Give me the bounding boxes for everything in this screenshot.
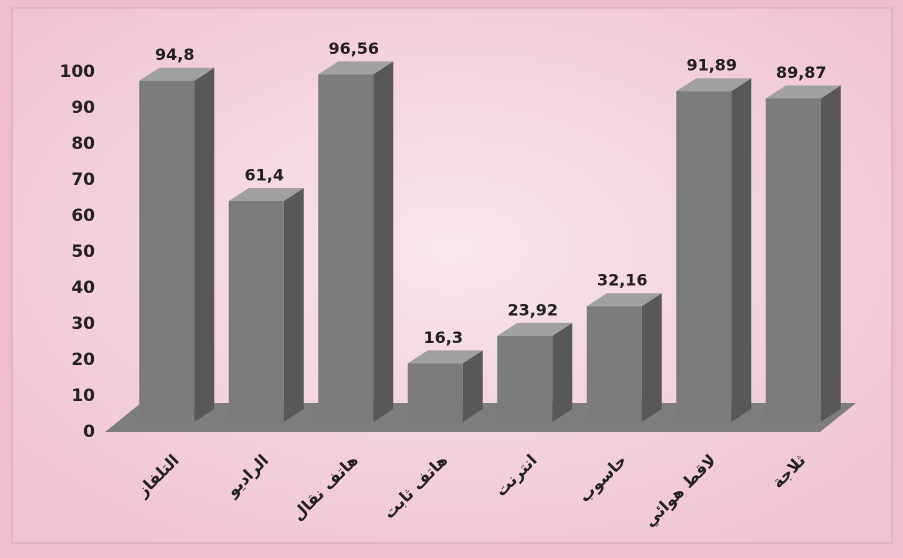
bar bbox=[139, 80, 195, 422]
value-label: 61,4 bbox=[245, 165, 284, 184]
y-tick-label: 30 bbox=[71, 314, 95, 334]
bar-top bbox=[497, 322, 573, 336]
value-label: 32,16 bbox=[597, 271, 648, 290]
bar-side bbox=[641, 293, 662, 422]
bar-side bbox=[820, 85, 841, 422]
bar bbox=[765, 98, 821, 422]
value-label: 89,87 bbox=[776, 63, 827, 82]
bar-side bbox=[462, 350, 483, 422]
bar-side bbox=[731, 78, 752, 423]
y-tick-label: 40 bbox=[71, 278, 95, 298]
bar-top bbox=[765, 85, 841, 99]
y-tick-label: 0 bbox=[83, 422, 95, 442]
bar bbox=[228, 200, 284, 422]
y-tick-label: 60 bbox=[71, 206, 95, 226]
bar-top bbox=[407, 350, 483, 364]
bar-side bbox=[194, 67, 215, 422]
y-tick-label: 90 bbox=[71, 98, 95, 118]
bar-top bbox=[586, 293, 662, 307]
y-tick-label: 50 bbox=[71, 242, 95, 262]
bar bbox=[407, 363, 463, 422]
y-tick-label: 20 bbox=[71, 350, 95, 370]
bar-top bbox=[318, 61, 394, 75]
value-label: 16,3 bbox=[424, 328, 463, 347]
y-tick-label: 10 bbox=[71, 386, 95, 406]
bar-side bbox=[283, 187, 304, 422]
bar bbox=[586, 306, 642, 422]
bar-top bbox=[228, 187, 304, 201]
value-label: 96,56 bbox=[328, 39, 379, 58]
y-tick-label: 100 bbox=[60, 62, 96, 82]
bar-top bbox=[139, 67, 215, 81]
value-label: 94,8 bbox=[155, 45, 194, 64]
y-tick-label: 80 bbox=[71, 134, 95, 154]
bar bbox=[676, 91, 732, 423]
bar-top bbox=[676, 78, 752, 92]
y-tick-label: 70 bbox=[71, 170, 95, 190]
value-label: 23,92 bbox=[507, 300, 558, 319]
bar-side bbox=[552, 322, 573, 422]
bar bbox=[318, 74, 374, 422]
value-label: 91,89 bbox=[686, 56, 737, 75]
bar bbox=[497, 335, 553, 422]
bar-side bbox=[373, 61, 394, 422]
